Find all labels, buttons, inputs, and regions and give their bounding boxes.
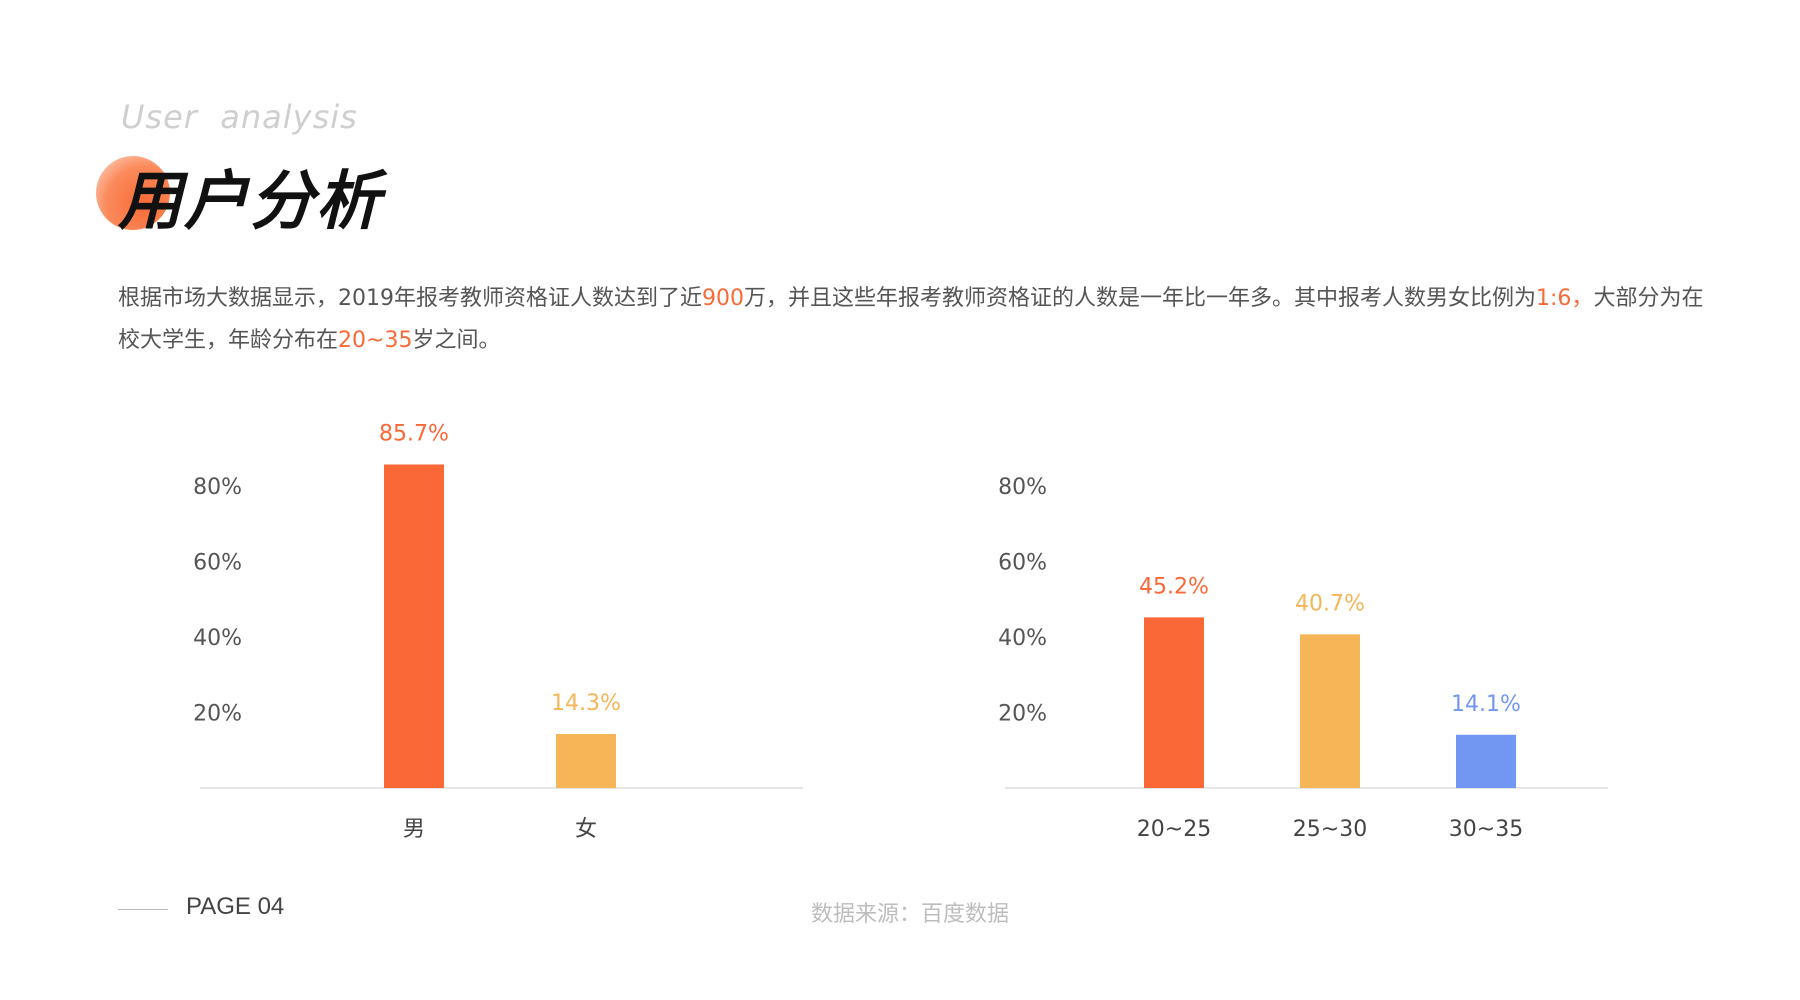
category-label: 男 (403, 817, 425, 842)
data-label: 14.3% (551, 691, 621, 716)
intro-text: 大部分为在校大学生，年龄分布在 (118, 286, 1704, 353)
y-tick-label: 60% (193, 551, 242, 576)
bar (556, 734, 616, 788)
y-tick-label: 40% (998, 626, 1047, 651)
data-label: 45.2% (1139, 574, 1209, 599)
page-divider-line (118, 909, 168, 910)
page-number: PAGE 04 (186, 893, 285, 920)
data-label: 40.7% (1295, 591, 1365, 616)
title-decoration-circle (96, 156, 170, 230)
intro-highlight: 1:6， (1536, 286, 1594, 311)
intro-text: 万，并且这些年报考教师资格证的人数是一年比一年多。其中报考人数男女比例为 (744, 286, 1537, 311)
y-tick-label: 60% (998, 551, 1047, 576)
bar-chart-2: 20% 40% 60% 80% 45.2% 20~25 40.7% 25~30 14.1% 30~… (998, 475, 1608, 842)
category-label: 女 (575, 817, 597, 842)
bar (384, 464, 444, 788)
y-tick-label: 80% (193, 475, 242, 500)
category-label: 30~35 (1449, 817, 1523, 842)
bar (1456, 734, 1516, 788)
data-source-note: 数据来源：百度数据 (810, 902, 1009, 927)
category-label: 20~25 (1137, 817, 1211, 842)
intro-highlight: 900 (702, 286, 744, 311)
category-label: 25~30 (1293, 817, 1367, 842)
intro-highlight: 20~35 (338, 328, 413, 353)
bar (1144, 617, 1204, 788)
y-tick-label: 80% (998, 475, 1047, 500)
bar-chart-1: 20% 40% 60% 80% 85.7% 男 14.3% 女 (193, 421, 803, 842)
data-label: 85.7% (379, 421, 449, 446)
intro-paragraph: 根据市场大数据显示，2019年报考教师资格证人数达到了近900万，并且这些年报考… (118, 278, 1718, 362)
intro-text: 根据市场大数据显示，2019年报考教师资格证人数达到了近 (118, 286, 702, 311)
intro-text: 岁之间。 (412, 328, 501, 353)
y-tick-label: 20% (193, 702, 242, 727)
bar (1300, 634, 1360, 788)
subtitle-english: User analysis (121, 98, 358, 136)
data-label: 14.1% (1451, 692, 1521, 717)
y-tick-label: 20% (998, 702, 1047, 727)
y-tick-label: 40% (193, 626, 242, 651)
page-title: 用户分析 (118, 165, 382, 239)
